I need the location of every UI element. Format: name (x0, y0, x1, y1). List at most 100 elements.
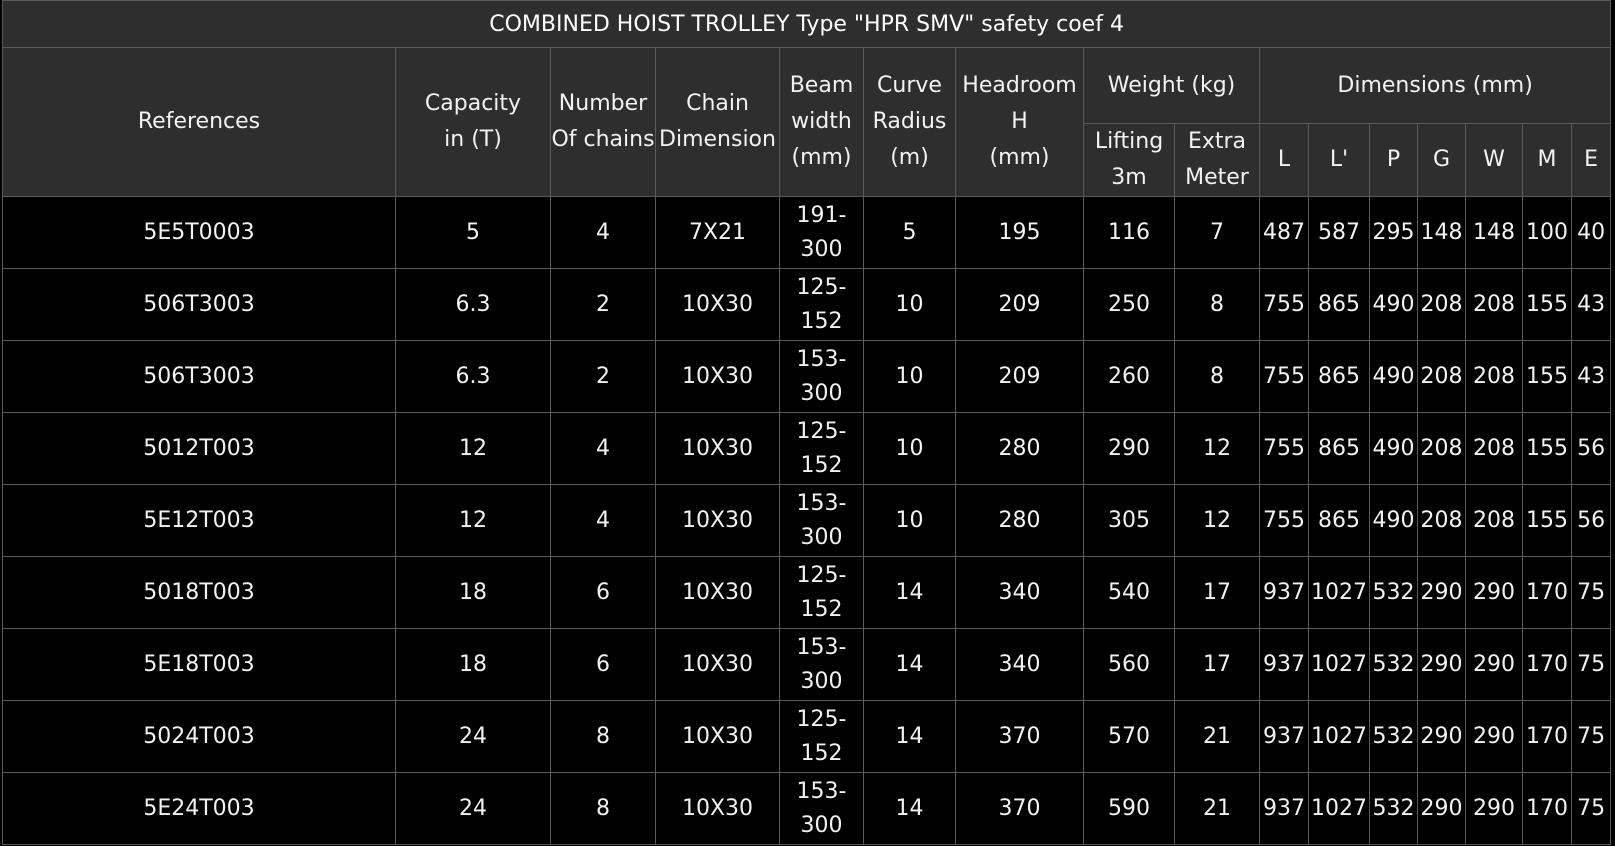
cell-curve-radius: 14 (863, 628, 956, 701)
table-row: 506T3003 6.3 2 10X30 125- 152 10 209 250 8 755 865 4… (2, 268, 1612, 341)
cell-capacity: 12 (395, 412, 551, 485)
cell-headroom: 370 (955, 700, 1084, 773)
cell-dim-p: 490 (1369, 484, 1418, 557)
cell-dim-l-prime: 1027 (1308, 772, 1370, 845)
cell-beam-width: 191- 300 (779, 196, 864, 269)
cell-weight-lifting: 260 (1083, 340, 1175, 413)
cell-reference: 5E24T003 (2, 772, 396, 845)
header-capacity: Capacity in (T) (395, 47, 551, 197)
cell-dim-m: 155 (1522, 268, 1572, 341)
table-row: 5E18T003 18 6 10X30 153- 300 14 340 560 17 937 1027… (2, 628, 1612, 701)
cell-dim-e: 56 (1570, 484, 1612, 557)
cell-number-of-chains: 8 (550, 772, 656, 845)
cell-headroom: 195 (955, 196, 1084, 269)
cell-dim-w: 290 (1465, 700, 1523, 773)
cell-weight-extra-meter: 8 (1174, 340, 1260, 413)
header-dim-l-prime: L' (1308, 123, 1370, 197)
header-references: References (2, 47, 396, 197)
cell-dim-l-prime: 587 (1308, 196, 1370, 269)
cell-dim-l: 937 (1259, 628, 1309, 701)
cell-dim-g: 290 (1417, 628, 1466, 701)
header-dimensions-group: Dimensions (mm) (1258, 47, 1612, 124)
header-beam-width: Beam width (mm) (779, 47, 864, 197)
cell-reference: 5E5T0003 (2, 196, 396, 269)
cell-headroom: 370 (955, 772, 1084, 845)
cell-dim-l-prime: 865 (1308, 340, 1370, 413)
cell-beam-width: 125- 152 (779, 268, 864, 341)
cell-headroom: 340 (955, 628, 1084, 701)
cell-dim-g: 148 (1417, 196, 1466, 269)
cell-weight-extra-meter: 12 (1174, 412, 1260, 485)
cell-reference: 5024T003 (2, 700, 396, 773)
cell-capacity: 24 (395, 700, 551, 773)
cell-dim-m: 155 (1522, 412, 1572, 485)
table-row: 5024T003 24 8 10X30 125- 152 14 370 570 21 937 1027… (2, 700, 1612, 773)
cell-headroom: 209 (955, 340, 1084, 413)
cell-dim-l-prime: 1027 (1308, 700, 1370, 773)
cell-curve-radius: 14 (863, 556, 956, 629)
cell-curve-radius: 5 (863, 196, 956, 269)
cell-chain-dimension: 7X21 (655, 196, 780, 269)
cell-beam-width: 125- 152 (779, 412, 864, 485)
cell-beam-width: 153- 300 (779, 484, 864, 557)
cell-headroom: 280 (955, 484, 1084, 557)
cell-dim-p: 532 (1369, 556, 1418, 629)
cell-dim-l-prime: 865 (1308, 268, 1370, 341)
cell-dim-p: 532 (1369, 700, 1418, 773)
cell-capacity: 24 (395, 772, 551, 845)
cell-capacity: 18 (395, 628, 551, 701)
cell-headroom: 280 (955, 412, 1084, 485)
table-body: 5E5T0003 5 4 7X21 191- 300 5 195 116 7 487 587 295 14… (2, 196, 1612, 845)
cell-chain-dimension: 10X30 (655, 484, 780, 557)
cell-number-of-chains: 4 (550, 196, 656, 269)
cell-dim-e: 75 (1570, 700, 1612, 773)
cell-dim-l-prime: 1027 (1308, 556, 1370, 629)
cell-reference: 5E12T003 (2, 484, 396, 557)
header-chain-dimension: Chain Dimension (655, 47, 780, 197)
table-row: 5E5T0003 5 4 7X21 191- 300 5 195 116 7 487 587 295 14… (2, 196, 1612, 269)
table-row: 5E12T003 12 4 10X30 153- 300 10 280 305 12 755 865 4… (2, 484, 1612, 557)
cell-dim-e: 75 (1570, 628, 1612, 701)
cell-dim-w: 208 (1465, 412, 1523, 485)
cell-dim-l: 755 (1259, 484, 1309, 557)
cell-curve-radius: 14 (863, 700, 956, 773)
cell-dim-l-prime: 865 (1308, 484, 1370, 557)
cell-capacity: 12 (395, 484, 551, 557)
cell-headroom: 340 (955, 556, 1084, 629)
cell-dim-g: 290 (1417, 700, 1466, 773)
cell-weight-extra-meter: 7 (1174, 196, 1260, 269)
cell-beam-width: 125- 152 (779, 556, 864, 629)
cell-weight-lifting: 570 (1083, 700, 1175, 773)
cell-dim-e: 43 (1570, 340, 1612, 413)
cell-reference: 506T3003 (2, 268, 396, 341)
cell-dim-m: 170 (1522, 700, 1572, 773)
cell-dim-e: 40 (1570, 196, 1612, 269)
header-dim-l: L (1259, 123, 1309, 197)
cell-dim-w: 148 (1465, 196, 1523, 269)
table-row: 5018T003 18 6 10X30 125- 152 14 340 540 17 937 1027… (2, 556, 1612, 629)
cell-dim-g: 208 (1417, 412, 1466, 485)
cell-dim-g: 290 (1417, 772, 1466, 845)
cell-weight-lifting: 540 (1083, 556, 1175, 629)
cell-dim-m: 155 (1522, 340, 1572, 413)
header-dim-w: W (1465, 123, 1523, 197)
cell-dim-p: 532 (1369, 772, 1418, 845)
cell-curve-radius: 10 (863, 340, 956, 413)
cell-weight-lifting: 116 (1083, 196, 1175, 269)
cell-weight-extra-meter: 8 (1174, 268, 1260, 341)
cell-weight-extra-meter: 21 (1174, 700, 1260, 773)
cell-dim-g: 208 (1417, 484, 1466, 557)
cell-number-of-chains: 4 (550, 484, 656, 557)
cell-dim-l: 937 (1259, 772, 1309, 845)
cell-capacity: 5 (395, 196, 551, 269)
cell-dim-m: 100 (1522, 196, 1572, 269)
cell-beam-width: 153- 300 (779, 772, 864, 845)
cell-dim-e: 43 (1570, 268, 1612, 341)
header-dim-e: E (1570, 123, 1612, 197)
header-dim-g: G (1417, 123, 1466, 197)
cell-weight-lifting: 250 (1083, 268, 1175, 341)
header-weight-extra-meter: Extra Meter (1174, 123, 1260, 197)
cell-reference: 5E18T003 (2, 628, 396, 701)
cell-dim-p: 490 (1369, 340, 1418, 413)
